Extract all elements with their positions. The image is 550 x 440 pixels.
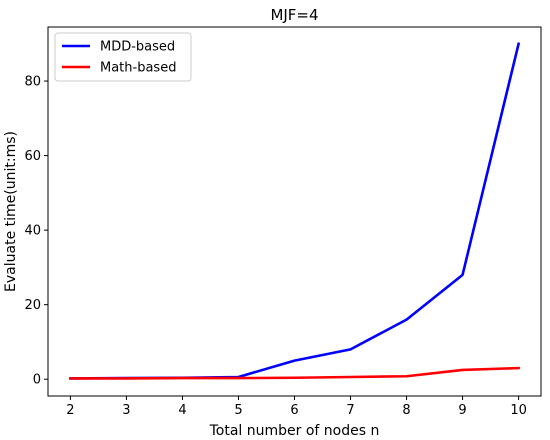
x-tick-label: 10 (510, 403, 527, 418)
x-tick-label: 2 (66, 403, 74, 418)
chart-title: MJF=4 (270, 6, 318, 24)
x-tick-label: 5 (234, 403, 242, 418)
plot-area: 2 3 4 5 6 7 8 9 10 0 20 40 60 80 (24, 26, 542, 418)
y-tick-label: 80 (24, 75, 41, 90)
x-tick-label: 8 (402, 403, 410, 418)
legend-label-1: MDD-based (100, 40, 175, 55)
y-tick-label: 60 (24, 149, 41, 164)
y-axis-label: Evaluate time(unit:ms) (3, 131, 19, 292)
x-tick-label: 9 (458, 403, 466, 418)
y-tick-label: 0 (33, 373, 41, 388)
x-axis-label: Total number of nodes n (209, 423, 380, 439)
legend-label-2: Math-based (100, 61, 176, 76)
plot-frame (47, 26, 542, 397)
y-tick-label: 40 (24, 224, 41, 239)
series-line-1 (69, 42, 521, 380)
x-tick-label: 6 (290, 403, 298, 418)
series-line-2 (69, 366, 520, 380)
y-tick-label: 20 (24, 298, 41, 313)
x-tick-label: 7 (346, 403, 354, 418)
x-tick-label: 3 (122, 403, 130, 418)
legend: MDD-based Math-based (54, 32, 192, 82)
x-tick-label: 4 (178, 403, 186, 418)
